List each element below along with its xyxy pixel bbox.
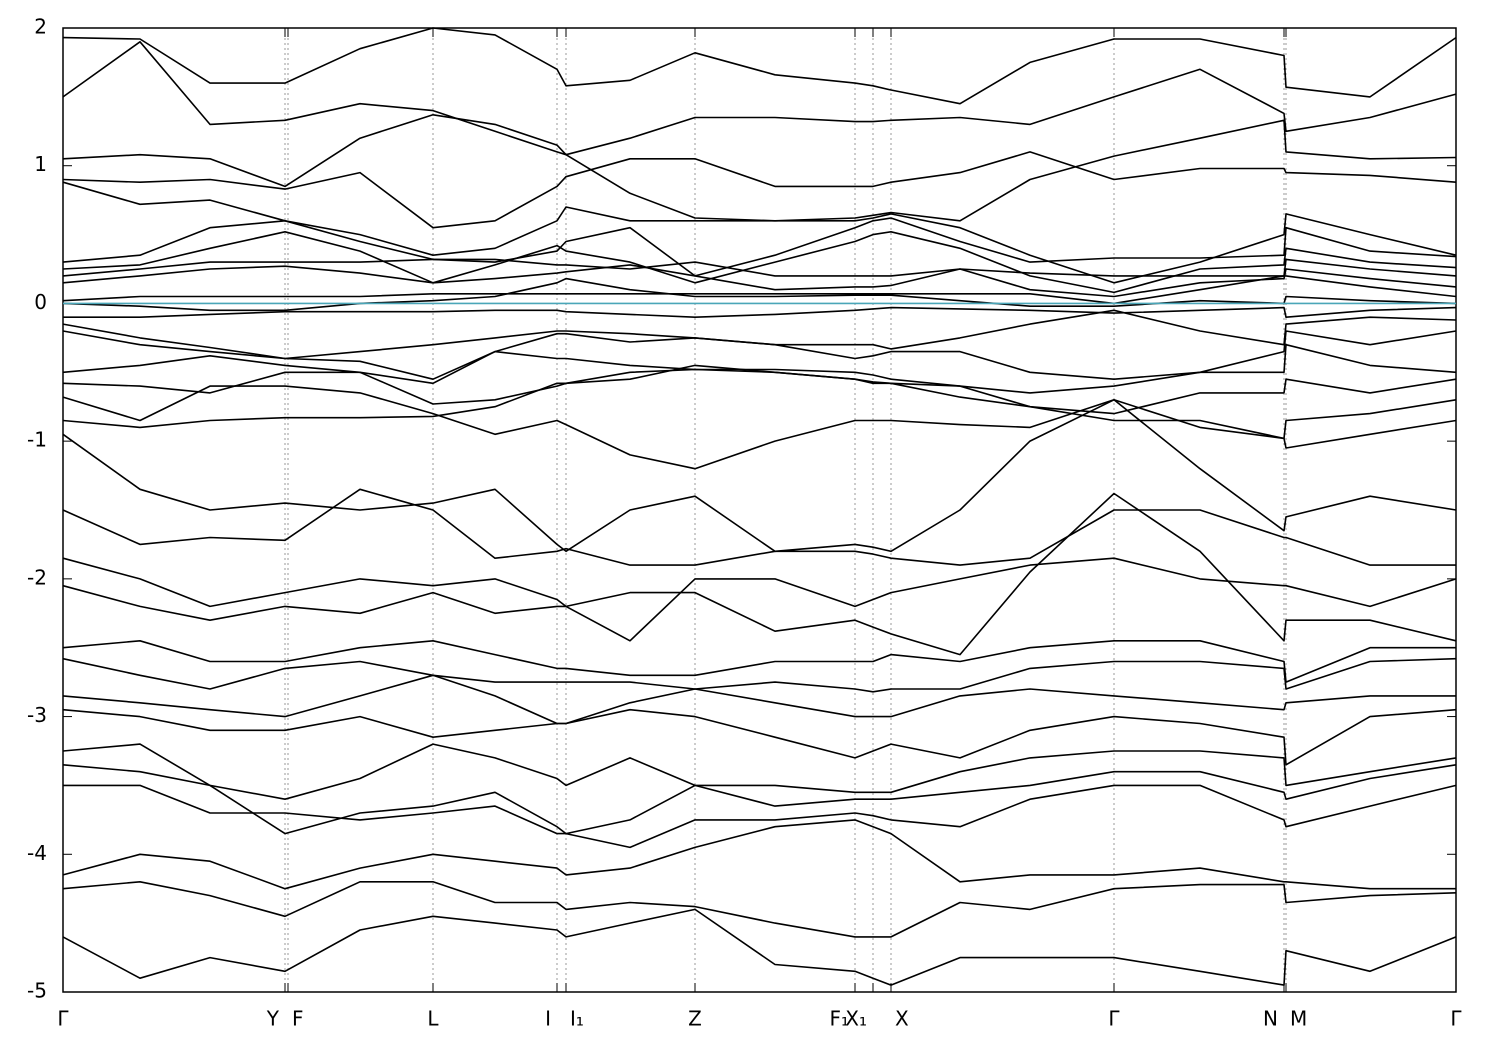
- band-line: [62, 819, 1456, 890]
- band-line: [62, 231, 1457, 294]
- band-line: [62, 277, 1457, 312]
- band-line: [62, 708, 1457, 766]
- x-tick-label: M: [1290, 1007, 1307, 1031]
- band-line: [63, 784, 1457, 849]
- x-tick-label: I: [545, 1007, 551, 1031]
- band-line: [62, 640, 1456, 683]
- band-line: [62, 217, 1457, 277]
- band-line: [62, 258, 1457, 277]
- x-tick-label: X: [895, 1007, 909, 1031]
- x-tick-label: Z: [688, 1007, 702, 1031]
- band-line: [63, 306, 1457, 318]
- band-line: [62, 743, 1457, 800]
- x-tick-label: F: [292, 1007, 304, 1031]
- x-tick-label: I₁: [570, 1007, 584, 1031]
- y-tick-label: -3: [27, 703, 47, 727]
- band-line: [62, 368, 1457, 449]
- y-tick-label: 2: [34, 15, 47, 39]
- band-line: [62, 343, 1457, 394]
- band-line: [62, 674, 1456, 725]
- y-tick-label: -1: [27, 428, 47, 452]
- band-line: [62, 764, 1457, 835]
- y-tick-label: -5: [27, 979, 47, 1003]
- band-line: [62, 881, 1457, 938]
- band-line: [62, 385, 1457, 470]
- band-line: [62, 309, 1457, 360]
- band-line: [62, 264, 1457, 298]
- band-line: [62, 181, 1457, 284]
- band-line: [62, 492, 1457, 656]
- x-tick-label: X₁: [845, 1007, 867, 1031]
- band-line: [62, 27, 1457, 105]
- band-line: [62, 399, 1457, 553]
- plot-frame: [62, 27, 1457, 993]
- x-tick-label: Γ: [1450, 1007, 1462, 1031]
- band-line: [62, 41, 1457, 156]
- x-tick-label: L: [427, 1007, 439, 1031]
- band-line: [62, 557, 1457, 642]
- band-line: [62, 657, 1457, 693]
- x-tick-label: Γ: [1108, 1007, 1120, 1031]
- x-tick-label: Γ: [57, 1007, 69, 1031]
- y-tick-label: 1: [34, 152, 47, 176]
- band-line: [62, 151, 1457, 229]
- band-line: [62, 488, 1456, 566]
- x-tick-label: N: [1263, 1007, 1278, 1031]
- band-line: [62, 330, 1457, 380]
- y-tick-label: -2: [27, 565, 47, 589]
- band-line: [62, 275, 1457, 305]
- x-tick-label: F₁: [829, 1007, 849, 1031]
- y-tick-label: 0: [34, 290, 47, 314]
- y-tick-label: -4: [27, 841, 47, 865]
- x-tick-label: Y: [266, 1007, 280, 1031]
- band-line: [62, 908, 1457, 986]
